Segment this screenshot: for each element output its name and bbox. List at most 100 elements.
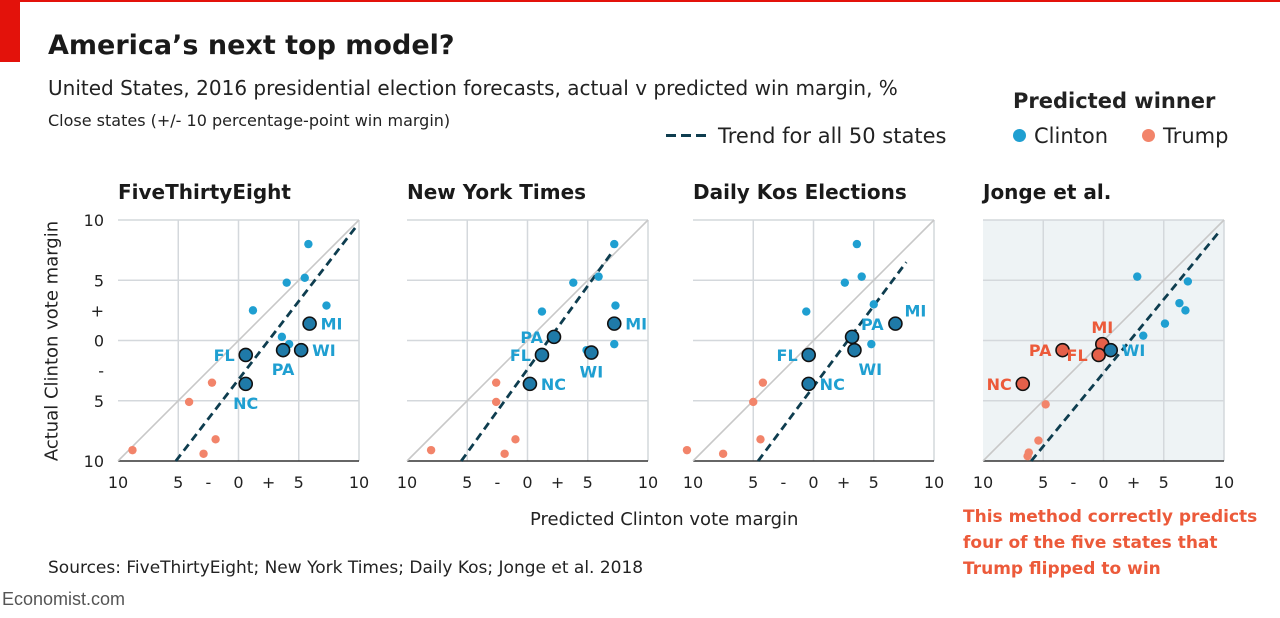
- state-point: [238, 347, 254, 363]
- state-point: [522, 376, 538, 392]
- data-point: [537, 307, 547, 316]
- state-point: [584, 345, 599, 360]
- y-tick-label: 10: [84, 211, 104, 230]
- source-note: Sources: FiveThirtyEight; New York Times…: [48, 558, 644, 578]
- state-point: [1015, 376, 1031, 392]
- trump-swatch: [1142, 128, 1155, 142]
- x-tick-label: 10: [108, 473, 128, 492]
- state-point: [801, 376, 816, 392]
- state-point: [1055, 342, 1070, 358]
- state-label: FL: [214, 346, 235, 365]
- parity-line: [692, 219, 935, 462]
- data-point: [426, 445, 436, 455]
- state-label: PA: [1029, 341, 1052, 360]
- panel-title: FiveThirtyEight: [118, 180, 291, 204]
- state-label: NC: [820, 375, 845, 394]
- y-tick-label: 0: [94, 332, 104, 351]
- data-point: [282, 278, 291, 287]
- data-point: [304, 239, 313, 249]
- x-tick-label: 5: [583, 473, 593, 492]
- trend-line: [1030, 232, 1220, 462]
- state-label: NC: [987, 375, 1012, 394]
- x-tick-label: 5: [1038, 473, 1048, 492]
- x-tick-label: 0: [808, 473, 818, 492]
- x-tick-label: 5: [294, 473, 304, 492]
- state-label: WI: [580, 363, 604, 382]
- data-point: [491, 378, 501, 387]
- chart-note: Close states (+/- 10 percentage-point wi…: [48, 111, 451, 130]
- y-tick-label: -: [98, 362, 104, 381]
- trend-line-swatch: [666, 133, 706, 137]
- x-tick-label: +: [551, 473, 564, 492]
- x-tick-label: -: [494, 473, 500, 492]
- data-point: [857, 272, 866, 281]
- state-point: [275, 342, 291, 358]
- x-tick-label: 5: [869, 473, 879, 492]
- x-tick-label: 10: [1214, 473, 1234, 492]
- x-tick-label: 10: [683, 473, 703, 492]
- data-point: [300, 273, 309, 283]
- data-point: [1139, 331, 1148, 340]
- x-tick-label: 10: [349, 473, 369, 492]
- state-point: [546, 329, 562, 345]
- data-point: [1183, 277, 1193, 286]
- state-point: [1103, 342, 1119, 358]
- data-point: [199, 449, 208, 458]
- data-point: [128, 445, 137, 455]
- data-point: [852, 239, 862, 249]
- legend-clinton-label: Clinton: [1034, 124, 1109, 148]
- data-point: [718, 449, 728, 458]
- y-tick-label: +: [91, 301, 104, 320]
- state-label: NC: [541, 375, 566, 394]
- data-point: [610, 239, 619, 249]
- annotation: This method correctly predicts four of t…: [963, 507, 1258, 579]
- state-point: [293, 342, 309, 358]
- state-point: [844, 329, 860, 345]
- trend-line: [756, 261, 908, 462]
- data-point: [569, 278, 578, 287]
- x-tick-label: 5: [1159, 473, 1169, 492]
- data-point: [248, 306, 258, 315]
- data-point: [1041, 400, 1050, 409]
- x-tick-label: 10: [973, 473, 993, 492]
- legend-trump-label: Trump: [1163, 124, 1229, 148]
- data-point: [869, 300, 878, 309]
- x-tick-label: 0: [233, 473, 243, 492]
- state-point: [801, 347, 816, 363]
- brand-tag: [0, 0, 20, 62]
- y-axis-label: Actual Clinton vote margin: [41, 220, 63, 462]
- top-rule: [0, 0, 1280, 2]
- state-label: FL: [510, 346, 531, 365]
- data-point: [682, 445, 692, 455]
- data-point: [758, 378, 768, 387]
- data-point: [207, 378, 217, 387]
- state-point: [888, 316, 903, 331]
- state-label: NC: [233, 394, 258, 413]
- x-tick-label: -: [780, 473, 786, 492]
- state-label: MI: [904, 302, 926, 321]
- legend-trend: Trend for all 50 states: [666, 124, 946, 148]
- data-point: [1034, 436, 1043, 445]
- x-tick-label: 5: [462, 473, 472, 492]
- data-point: [1023, 451, 1032, 461]
- legend-trump: Trump: [1142, 124, 1228, 148]
- data-point: [277, 332, 287, 342]
- legend-title: Predicted winner: [1013, 89, 1216, 113]
- data-point: [184, 397, 194, 407]
- x-tick-label: +: [262, 473, 275, 492]
- y-tick-label: 5: [94, 392, 104, 411]
- data-point: [1160, 319, 1170, 328]
- x-tick-label: +: [837, 473, 850, 492]
- panel-title: Jonge et al.: [981, 180, 1111, 204]
- clinton-swatch: [1013, 128, 1026, 142]
- state-label: MI: [1091, 318, 1113, 337]
- state-label: PA: [520, 328, 543, 347]
- state-label: MI: [625, 315, 647, 334]
- state-point: [302, 316, 317, 331]
- chart-title: America’s next top model?: [48, 30, 455, 61]
- state-point: [238, 376, 254, 392]
- x-tick-label: 10: [638, 473, 658, 492]
- x-tick-label: 10: [924, 473, 944, 492]
- state-label: WI: [858, 360, 882, 379]
